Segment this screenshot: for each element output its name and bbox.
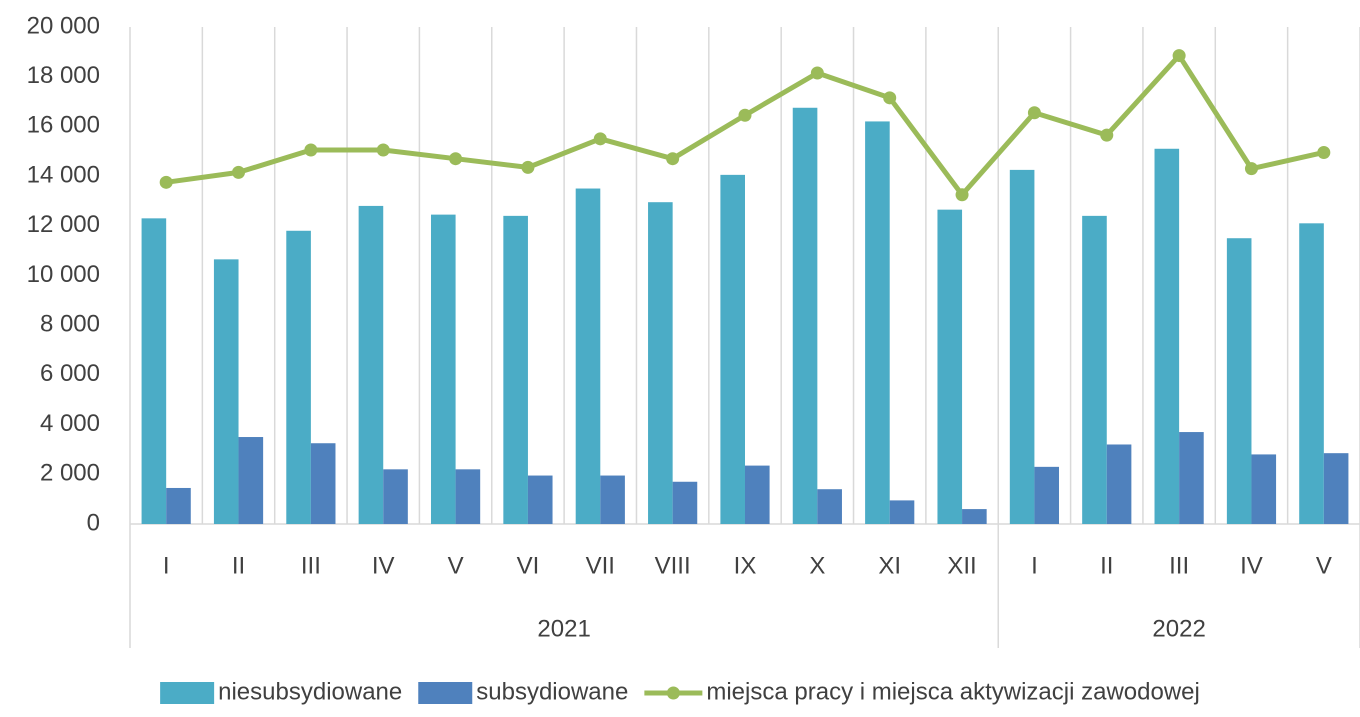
x-tick-label: XI xyxy=(878,552,901,579)
y-tick-label: 14 000 xyxy=(27,161,100,188)
legend-label: miejsca pracy i miejsca aktywizacji zawo… xyxy=(706,678,1200,705)
line-marker xyxy=(1100,128,1114,142)
bar xyxy=(720,174,745,525)
bar xyxy=(600,475,625,524)
line-marker xyxy=(1027,106,1041,120)
legend-label: niesubsydiowane xyxy=(218,678,402,705)
legend-label: subsydiowane xyxy=(476,678,628,705)
bar xyxy=(430,214,456,524)
line-marker xyxy=(1317,145,1331,159)
legend-swatch xyxy=(666,686,680,700)
y-tick-label: 0 xyxy=(87,509,100,536)
x-tick-label: IV xyxy=(372,552,395,579)
line xyxy=(165,53,1325,198)
line-marker xyxy=(955,188,969,202)
bar xyxy=(455,469,481,524)
bar xyxy=(238,437,264,524)
x-tick-label: IX xyxy=(734,552,757,579)
x-tick-label: XII xyxy=(947,552,976,579)
line-marker xyxy=(666,152,680,166)
line-marker xyxy=(232,165,246,179)
bar xyxy=(527,475,553,524)
bar xyxy=(575,188,601,524)
bar xyxy=(141,218,167,524)
line-marker xyxy=(159,175,173,189)
x-tick-label: II xyxy=(1100,552,1113,579)
legend-swatch xyxy=(160,682,215,704)
bar xyxy=(1106,444,1132,524)
x-tick-label: I xyxy=(1031,552,1038,579)
bar xyxy=(648,202,673,524)
x-tick-label: IV xyxy=(1240,552,1263,579)
bar xyxy=(166,487,191,524)
y-tick-label: 18 000 xyxy=(27,62,100,89)
legend-swatch xyxy=(418,682,473,704)
bar xyxy=(1034,466,1060,524)
bar xyxy=(503,215,528,525)
group-label: 2022 xyxy=(1152,615,1205,642)
line-marker xyxy=(810,66,824,80)
line-marker xyxy=(1172,49,1186,63)
bar xyxy=(865,121,890,525)
bar xyxy=(310,443,336,524)
x-tick-label: V xyxy=(448,552,464,579)
group-label: 2021 xyxy=(537,615,590,642)
x-tick-label: II xyxy=(232,552,245,579)
bar xyxy=(817,489,842,524)
bar xyxy=(1009,169,1035,524)
x-tick-label: III xyxy=(1169,552,1189,579)
y-tick-label: 12 000 xyxy=(27,211,100,238)
bar xyxy=(1226,238,1252,524)
bar xyxy=(1082,215,1107,525)
bar xyxy=(745,465,770,524)
bar xyxy=(1154,148,1180,524)
bar xyxy=(1323,453,1349,524)
bar xyxy=(962,509,987,524)
x-tick-label: III xyxy=(301,552,321,579)
line-marker xyxy=(593,132,607,146)
x-tick-label: V xyxy=(1316,552,1332,579)
bar xyxy=(937,209,963,524)
bar xyxy=(792,107,818,524)
bar xyxy=(286,230,311,524)
line-marker xyxy=(1244,162,1258,176)
line-marker xyxy=(376,143,390,157)
bar xyxy=(1179,432,1204,524)
y-tick-label: 2 000 xyxy=(40,460,100,487)
bar xyxy=(358,205,384,525)
y-tick-label: 20 000 xyxy=(27,12,100,39)
x-tick-label: X xyxy=(809,552,825,579)
bar xyxy=(889,500,915,524)
y-tick-label: 4 000 xyxy=(40,410,100,437)
bar xyxy=(1299,223,1324,524)
line-marker xyxy=(738,108,752,122)
x-tick-label: VI xyxy=(517,552,540,579)
y-tick-label: 6 000 xyxy=(40,360,100,387)
x-tick-label: VII xyxy=(586,552,615,579)
x-tick-label: I xyxy=(163,552,170,579)
bar xyxy=(213,259,239,524)
y-tick-label: 8 000 xyxy=(40,311,100,338)
line-marker xyxy=(304,143,318,157)
line-marker xyxy=(449,152,463,166)
y-tick-label: 10 000 xyxy=(27,261,100,288)
bar xyxy=(1251,454,1277,524)
bar xyxy=(672,481,698,524)
bar xyxy=(383,469,408,524)
line-marker xyxy=(521,160,535,174)
line-marker xyxy=(883,91,897,105)
x-tick-label: VIII xyxy=(655,552,691,579)
y-tick-label: 16 000 xyxy=(27,112,100,139)
